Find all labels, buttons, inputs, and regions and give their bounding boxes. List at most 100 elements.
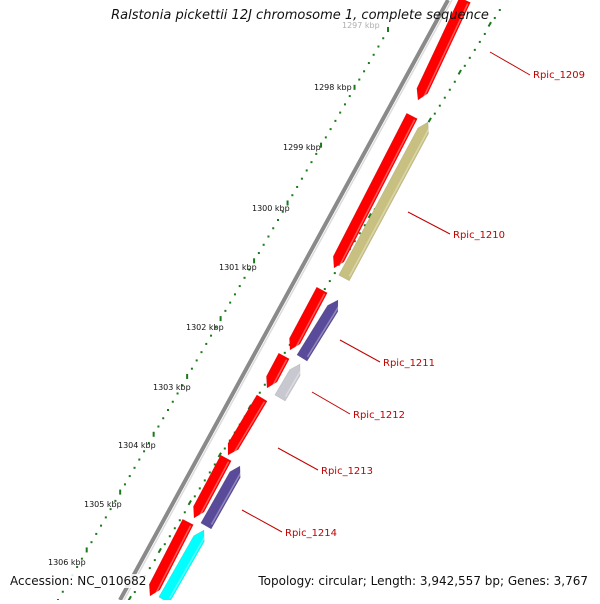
tick-dot <box>363 70 366 73</box>
gene-label[interactable]: Rpic_1213 <box>321 466 373 477</box>
gene-label[interactable]: Rpic_1210 <box>453 230 505 241</box>
outer-dot <box>198 487 201 490</box>
gene-label[interactable]: Rpic_1214 <box>285 528 337 539</box>
tick-dot <box>310 161 313 164</box>
tick-dot <box>267 235 270 238</box>
feature-rpic-1214 <box>200 465 244 530</box>
outer-dot <box>323 288 326 291</box>
tick-dot <box>200 351 203 354</box>
tick-dot <box>233 293 236 296</box>
tick-dot <box>286 200 289 206</box>
tick-dot <box>281 210 284 213</box>
tick-dot <box>272 227 275 230</box>
outer-dot <box>498 9 501 11</box>
outer-dot <box>203 479 206 482</box>
tick-dot <box>133 466 136 469</box>
tick-label: 1301 kbp <box>219 263 257 272</box>
tick-dot <box>243 276 246 279</box>
outer-dot <box>183 511 186 514</box>
tick-dot <box>138 458 141 461</box>
outer-dot <box>193 495 196 498</box>
feature-rpic-1210 <box>338 121 432 282</box>
tick-dot <box>262 243 265 246</box>
tick-label: 1304 kbp <box>118 441 156 450</box>
outer-dot <box>133 591 136 594</box>
cds-rpic-1212 <box>266 352 290 389</box>
tick-label: 1297 kbp <box>342 21 380 30</box>
map-title: Ralstonia pickettii 12J chromosome 1, co… <box>111 8 489 23</box>
gene-label[interactable]: Rpic_1212 <box>353 410 405 421</box>
outer-dot <box>168 535 171 538</box>
tick-label: 1306 kbp <box>48 558 86 567</box>
tick-label: 1298 kbp <box>314 83 352 92</box>
tick-dot <box>100 524 103 527</box>
tick-label: 1300 kbp <box>252 204 290 213</box>
tick-dot <box>329 128 332 131</box>
tick-dot <box>61 590 64 593</box>
outer-dot <box>487 21 492 27</box>
feature-rpic-1211 <box>296 299 341 362</box>
tick-dot <box>167 409 169 411</box>
outer-dot <box>127 595 132 602</box>
outer-dot <box>463 64 466 67</box>
tick-dot <box>343 103 346 106</box>
outer-dot <box>473 48 476 51</box>
outer-dot <box>217 452 222 458</box>
tick-dot <box>334 119 337 122</box>
outer-dot <box>263 383 266 386</box>
cds-bottom-strand <box>148 518 194 597</box>
features-layer <box>148 0 471 604</box>
tick-dot <box>214 326 217 329</box>
outer-dot <box>478 40 481 43</box>
tick-dot <box>152 431 155 437</box>
tick-dot <box>324 136 327 139</box>
outer-dot <box>157 547 162 554</box>
outer-dot <box>367 213 372 219</box>
cds-rpic-1209 <box>416 0 471 101</box>
tick-dot <box>176 392 179 395</box>
tick-dot <box>123 483 126 486</box>
accession-text: Accession: NC_010682 <box>8 574 149 588</box>
leader-line <box>407 211 451 235</box>
leader-line <box>311 391 351 415</box>
gene-label[interactable]: Rpic_1211 <box>383 358 435 369</box>
tick-dot <box>147 442 150 445</box>
gene-labels-layer: Rpic_1209 Rpic_1210 Rpic_1211 Rpic_1212 Rpic… <box>241 51 585 539</box>
tick-dot <box>238 285 241 288</box>
tick-dot <box>367 62 370 65</box>
tick-dot <box>339 111 342 114</box>
tick-dot <box>157 425 160 428</box>
outer-dot <box>468 56 471 59</box>
backbone-line <box>118 0 450 601</box>
tick-dot <box>143 450 146 453</box>
outer-dot <box>283 351 286 354</box>
outer-dot <box>427 117 432 123</box>
tick-dot <box>348 95 351 98</box>
tick-dot <box>253 258 256 264</box>
outer-dot <box>148 567 151 570</box>
tick-dot <box>300 177 303 180</box>
tick-dot <box>210 334 213 337</box>
tick-dot <box>80 557 83 560</box>
tick-dot <box>315 152 318 155</box>
tick-dot <box>181 384 184 387</box>
tick-dot <box>190 367 193 370</box>
feature-rpic-1212 <box>274 363 304 402</box>
outer-dot <box>153 559 156 562</box>
outer-dot <box>163 543 166 546</box>
tick-dot <box>119 489 122 495</box>
tick-dot <box>296 185 299 188</box>
tick-dot <box>114 499 117 502</box>
tick-dot <box>377 45 380 48</box>
tick-dot <box>320 142 323 148</box>
tick-dot <box>219 316 222 322</box>
outer-dot <box>493 16 496 19</box>
tick-dot <box>248 268 251 271</box>
tick-dot <box>85 547 88 553</box>
gene-label[interactable]: Rpic_1209 <box>533 70 585 81</box>
tick-dot <box>257 252 260 255</box>
cds-rpic-1213 <box>227 394 268 456</box>
tick-dot <box>382 37 385 40</box>
tick-dot <box>291 194 294 197</box>
